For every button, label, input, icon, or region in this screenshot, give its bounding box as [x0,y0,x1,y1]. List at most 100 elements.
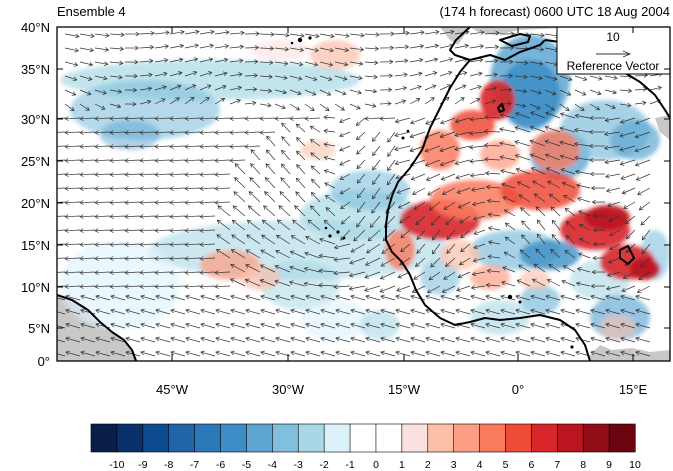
wind-vector [409,44,425,49]
wind-vector [94,256,111,261]
wind-vector [516,279,531,287]
wind-vector [411,285,426,293]
wind-vector [214,43,230,49]
wind-vector [154,270,171,275]
wind-vector [485,336,501,343]
wind-vector [514,88,528,94]
lon-tick-label: 0° [512,382,524,397]
wind-vector [274,75,288,80]
wind-vector [356,173,366,184]
wind-vector [57,325,66,329]
wind-vector [545,111,561,119]
wind-vector [591,269,606,275]
lat-tick-label: 10°N [21,280,50,295]
wind-vector [184,70,198,77]
wind-vector [441,187,456,196]
wind-vector [604,103,616,110]
wind-vector [470,322,486,329]
reference-caption: Reference Vector [567,59,660,73]
wind-vector [530,336,546,343]
wind-vector [261,234,276,245]
wind-vector [605,350,621,357]
wind-vector [94,214,111,219]
wind-vector [295,191,306,203]
wind-vector [304,47,319,53]
wind-vector [578,252,591,259]
wind-vector [199,70,213,77]
wind-vector [440,350,456,357]
wind-vector [416,243,426,254]
wind-vector [184,57,199,63]
wind-vector [578,237,591,245]
wind-vector [185,308,201,315]
wind-vector [319,33,335,39]
wind-vector [578,210,591,217]
wind-vector [109,228,126,233]
wind-vector [514,126,531,133]
colorbar-swatch [453,423,481,453]
wind-vector [515,322,531,329]
wind-vector [125,31,140,37]
wind-vector [274,89,287,95]
wind-vector [457,201,471,209]
wind-vector [246,234,261,245]
lat-tick-label: 35°N [21,62,50,77]
wind-vector [440,117,456,125]
wind-vector [501,182,516,189]
wind-vector [169,172,186,177]
wind-vector [334,75,348,81]
wind-vector [244,73,258,78]
wind-vector [139,44,155,50]
colorbar-tick-label: 2 [425,459,431,471]
wind-vector [410,117,426,125]
wind-vector [574,89,587,96]
wind-vector [545,350,561,357]
wind-vector [561,181,576,189]
wind-vector [634,145,651,153]
wind-vector [124,200,141,205]
wind-vector [486,198,501,204]
wind-vector [260,336,276,343]
wind-vector [444,257,456,267]
wind-vector [155,336,171,343]
wind-vector [199,200,216,205]
wind-vector [364,103,377,109]
wind-vector [592,227,606,233]
wind-vector [199,130,216,135]
wind-vector [259,102,272,108]
wind-vector [139,256,156,261]
wind-vector [154,172,171,177]
wind-vector [514,153,531,161]
wind-vector [350,336,366,343]
wind-vector [184,200,201,205]
wind-vector [604,159,621,165]
colorbar-tick-label: -6 [216,459,225,471]
wind-vector [530,294,546,301]
wind-vector [425,173,441,181]
wind-vector [560,168,576,175]
wind-vector [485,282,501,288]
wind-vector [79,89,92,96]
wind-vector [339,117,351,124]
wind-vector [229,44,245,50]
wind-vector [184,228,201,233]
wind-vector [125,45,140,51]
wind-vector [356,201,366,213]
wind-vector [499,87,513,93]
wind-vector [604,89,617,95]
wind-vector [394,117,411,124]
wind-vector [504,222,516,231]
wind-vector [364,32,380,37]
wind-vector [333,243,351,250]
wind-vector [199,57,214,63]
wind-vector [109,89,123,94]
wind-vector [245,336,261,343]
wind-vector [124,270,141,275]
wind-vector [169,242,186,247]
wind-vector [484,156,501,162]
island-marks [290,36,574,349]
wind-vector [274,264,291,273]
colorbar-swatch [297,423,325,453]
wind-vector [548,264,561,273]
wind-vector [544,75,558,81]
